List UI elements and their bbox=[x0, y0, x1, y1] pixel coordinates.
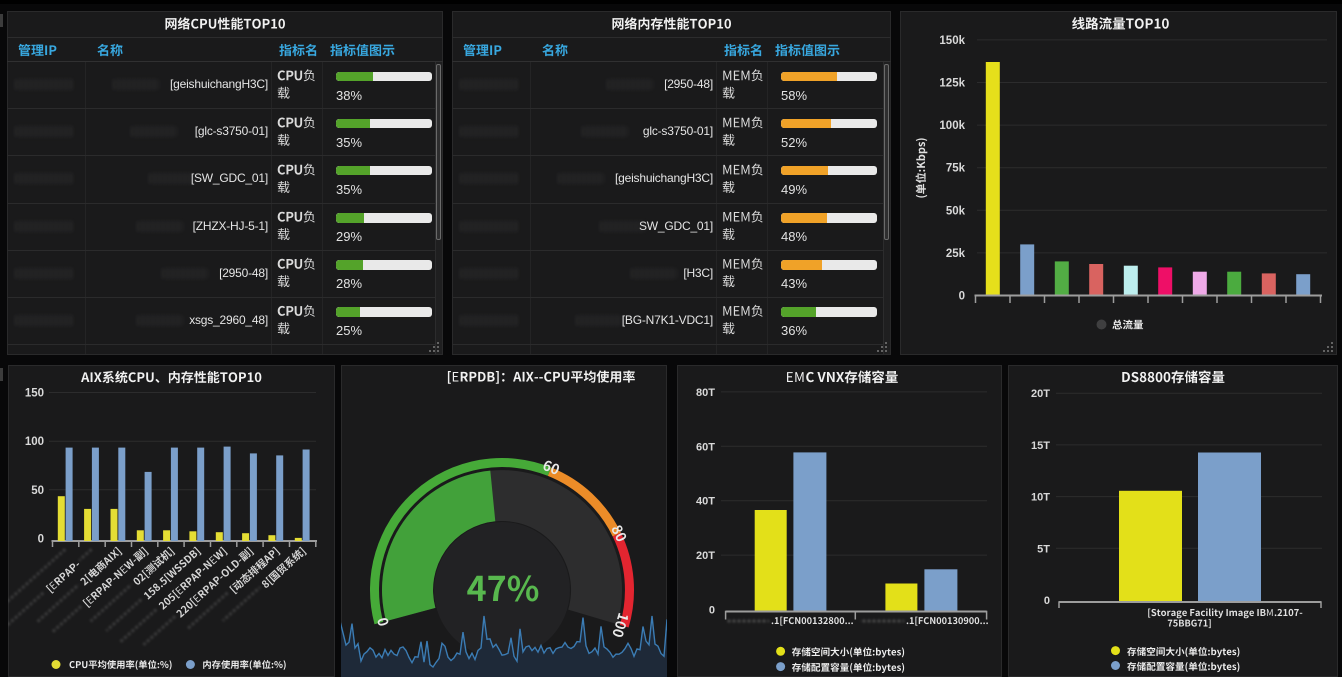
svg-text:50k: 50k bbox=[946, 205, 966, 217]
svg-text:0: 0 bbox=[709, 605, 715, 617]
svg-text:10T: 10T bbox=[1031, 492, 1050, 504]
svg-text:80T: 80T bbox=[696, 387, 715, 399]
svg-text:0: 0 bbox=[1044, 595, 1050, 607]
svg-text:0: 0 bbox=[38, 534, 44, 546]
svg-text:40T: 40T bbox=[696, 496, 715, 508]
svg-text:5T: 5T bbox=[1037, 543, 1050, 555]
svg-text:100: 100 bbox=[25, 436, 44, 448]
svg-text:50: 50 bbox=[31, 485, 44, 497]
svg-text:60T: 60T bbox=[696, 441, 715, 453]
svg-text:150k: 150k bbox=[939, 35, 965, 47]
svg-text:20T: 20T bbox=[696, 550, 715, 562]
svg-text:150: 150 bbox=[25, 388, 44, 400]
svg-text:0: 0 bbox=[959, 291, 965, 303]
svg-text:100k: 100k bbox=[939, 120, 965, 132]
svg-text:15T: 15T bbox=[1031, 440, 1050, 452]
svg-text:20T: 20T bbox=[1031, 388, 1050, 400]
svg-text:75k: 75k bbox=[946, 163, 966, 175]
svg-text:25k: 25k bbox=[946, 248, 966, 260]
svg-text:125k: 125k bbox=[939, 78, 965, 90]
